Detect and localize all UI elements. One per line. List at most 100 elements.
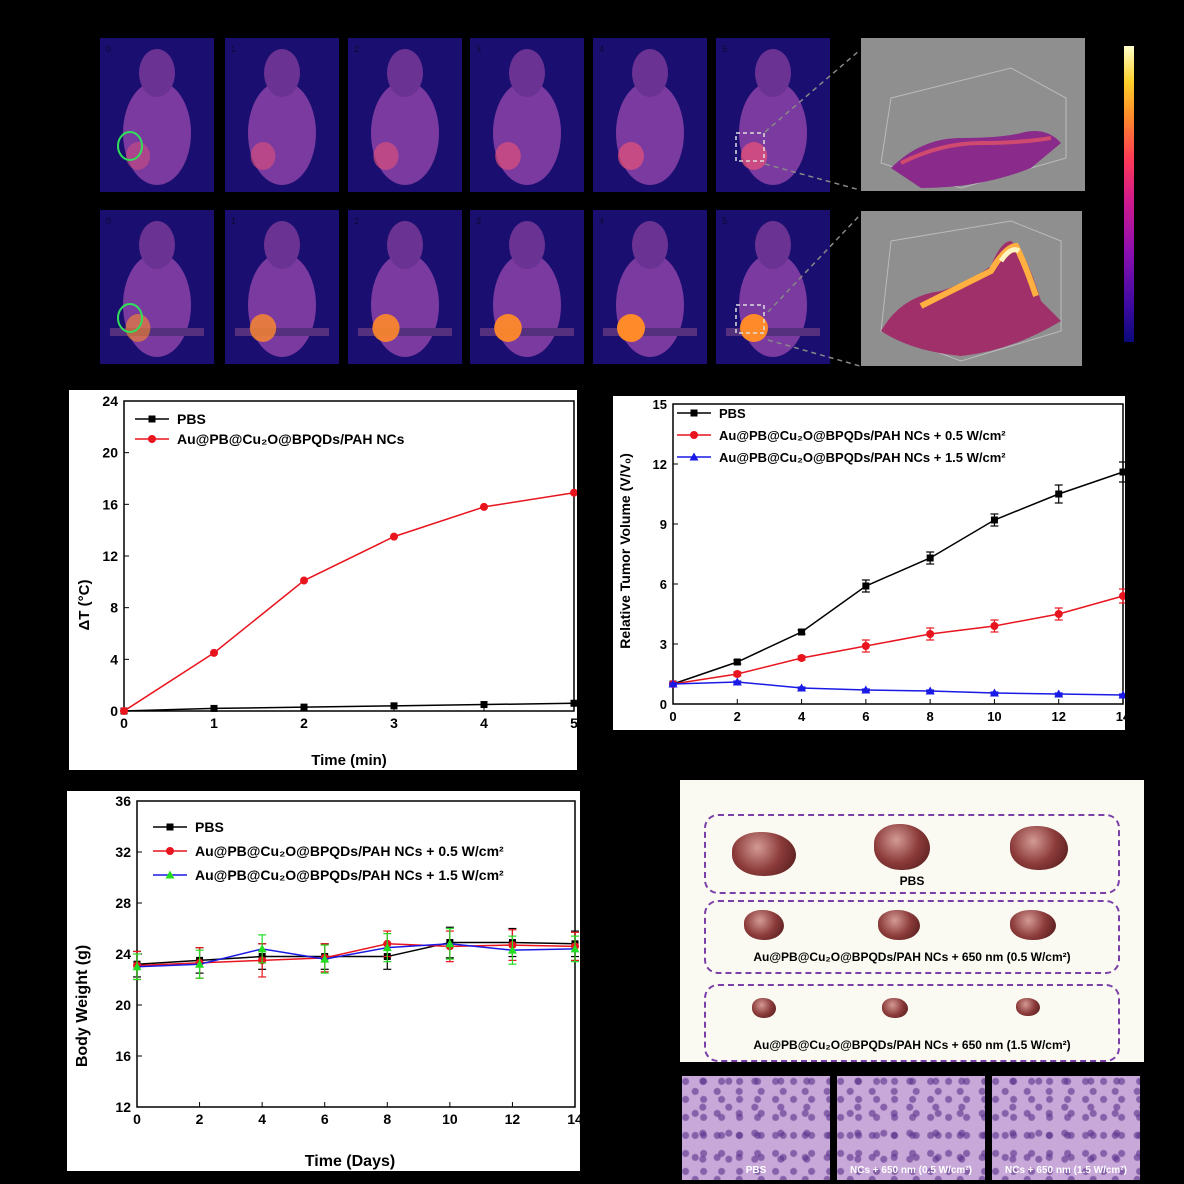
y-tick-label: 32: [115, 844, 131, 860]
mouse-silhouette: 1: [231, 216, 329, 357]
chart-body-weight-ylabel: Body Weight (g): [74, 945, 91, 1067]
data-point: [733, 658, 741, 666]
thermal-image: 3: [470, 210, 584, 364]
series-line: [136, 941, 576, 965]
data-point: [926, 554, 934, 562]
x-tick-label: 0: [120, 715, 128, 731]
legend-label: Au@PB@Cu₂O@BPQDs/PAH NCs + 1.5 W/cm²: [719, 450, 1006, 465]
chart-temperature-ylabel: ΔT (°C): [76, 580, 93, 631]
y-tick-label: 24: [115, 946, 131, 962]
y-tick-label: 36: [115, 793, 131, 809]
data-point: [990, 622, 999, 630]
temperature-colorbar: [1124, 46, 1134, 342]
mouse-silhouette: 4: [599, 216, 697, 357]
histology-label: NCs + 650 nm (1.5 W/cm²): [1005, 1165, 1127, 1176]
thermal-time-label: 5: [722, 44, 727, 54]
y-tick-label: 12: [115, 1099, 131, 1115]
chart-tumor-volume: 0 2 4 6 8 10 12 14 0 3 6 9 12 15 Relative Tumor Volum…: [617, 397, 1131, 724]
data-point: [570, 944, 580, 953]
data-point: [570, 699, 578, 707]
y-tick-label: 6: [660, 577, 667, 592]
series-line: [123, 491, 575, 712]
data-point: [320, 954, 330, 963]
tumor-photo: [744, 910, 784, 940]
x-tick-label: 6: [321, 1111, 329, 1127]
data-point: [1119, 468, 1127, 476]
y-tick-label: 28: [115, 895, 131, 911]
legend-label: PBS: [177, 411, 206, 427]
tumor-photo: [752, 998, 776, 1018]
data-point: [1119, 592, 1127, 600]
tumor-photo: [874, 824, 930, 870]
chart-body-weight-xlabel: Time (Days): [305, 1153, 395, 1170]
tumor-photo: [1010, 910, 1056, 940]
legend-marker: [148, 415, 156, 423]
tumor-group-pbs: PBS: [704, 814, 1120, 894]
mouse-silhouette: 2: [354, 216, 452, 357]
data-point: [861, 642, 870, 650]
tumor-photo: [882, 998, 908, 1018]
thermal-image: 0: [100, 210, 214, 364]
surface-plot-high-svg: [880, 220, 1062, 362]
data-point: [480, 701, 488, 709]
tumor-photo-panel: PBS Au@PB@Cu₂O@BPQDs/PAH NCs + 650 nm (0…: [680, 780, 1144, 1062]
data-point: [210, 704, 218, 712]
thermal-image: 3: [470, 38, 584, 192]
mouse-silhouette: 1: [231, 44, 316, 185]
x-tick-label: 10: [987, 709, 1001, 724]
series-line: [136, 943, 576, 968]
mouse-silhouette: 4: [599, 44, 684, 185]
tumor-photo: [1010, 826, 1068, 870]
data-point: [570, 488, 578, 497]
data-point: [300, 703, 308, 711]
thermal-time-label: 2: [354, 44, 359, 54]
tumor-group-label: Au@PB@Cu₂O@BPQDs/PAH NCs + 650 nm (0.5 W…: [753, 950, 1071, 964]
x-tick-label: 0: [669, 709, 676, 724]
data-point: [797, 654, 806, 662]
data-point: [1054, 689, 1064, 698]
data-point: [120, 707, 128, 715]
legend-label: PBS: [719, 406, 746, 421]
x-tick-label: 6: [862, 709, 869, 724]
x-tick-label: 4: [258, 1111, 266, 1127]
histology-pbs: PBS: [682, 1076, 830, 1180]
tumor-group-high-power: Au@PB@Cu₂O@BPQDs/PAH NCs + 650 nm (1.5 W…: [704, 984, 1120, 1062]
surface-plot-low: [861, 38, 1085, 191]
histology-label: NCs + 650 nm (0.5 W/cm²): [850, 1165, 972, 1176]
legend-label: Au@PB@Cu₂O@BPQDs/PAH NCs + 0.5 W/cm²: [719, 428, 1006, 443]
chart-tumor-volume-ylabel: Relative Tumor Volume (V/V₀): [617, 453, 633, 649]
mouse-silhouette: 0: [106, 216, 204, 357]
thermal-time-label: 0: [106, 44, 111, 54]
data-point: [195, 959, 205, 968]
thermal-image: 0: [100, 38, 214, 192]
x-tick-label: 14: [567, 1111, 580, 1127]
x-tick-label: 5: [570, 715, 577, 731]
y-tick-label: 8: [110, 600, 118, 616]
thermal-time-label: 3: [476, 44, 481, 54]
surface-plot-low-svg: [880, 67, 1067, 189]
data-point: [445, 939, 455, 948]
x-tick-label: 1: [210, 715, 218, 731]
mouse-silhouette: 3: [476, 44, 561, 185]
x-tick-label: 3: [390, 715, 398, 731]
data-point: [257, 944, 267, 953]
x-tick-label: 2: [300, 715, 308, 731]
data-point: [480, 502, 488, 511]
legend-marker: [690, 431, 698, 439]
legend-marker: [165, 870, 175, 879]
data-point: [990, 516, 998, 524]
x-tick-label: 4: [798, 709, 806, 724]
data-point: [733, 670, 742, 678]
y-tick-label: 16: [102, 496, 118, 512]
chart-tumor-volume-panel: 0 2 4 6 8 10 12 14 0 3 6 9 12 15 Relative Tumor Volum…: [613, 396, 1131, 730]
tumor-group-low-power: Au@PB@Cu₂O@BPQDs/PAH NCs + 650 nm (0.5 W…: [704, 900, 1120, 974]
histology-high-power: NCs + 650 nm (1.5 W/cm²): [992, 1076, 1140, 1180]
thermal-image: 5: [716, 38, 830, 192]
y-tick-label: 0: [110, 703, 118, 719]
legend-label: Au@PB@Cu₂O@BPQDs/PAH NCs: [177, 431, 405, 447]
data-point: [132, 962, 142, 971]
data-point: [1055, 490, 1063, 498]
zoom-lines: [764, 49, 861, 367]
